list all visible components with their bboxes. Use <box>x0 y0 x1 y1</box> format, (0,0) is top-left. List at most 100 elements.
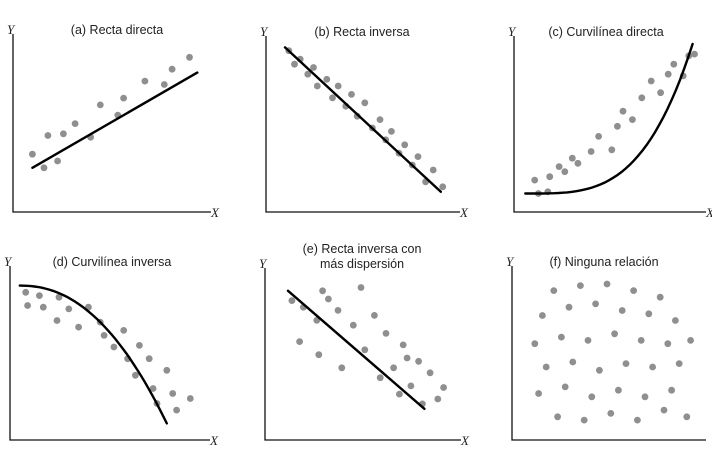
chart-title-c: (c) Curvilínea directa <box>548 25 663 39</box>
data-point-e-12 <box>390 364 397 372</box>
data-point-d-13 <box>120 327 128 334</box>
data-point-e-14 <box>407 382 415 390</box>
data-point-f-34 <box>634 416 641 424</box>
y-axis-label-b: Y <box>260 24 269 39</box>
trend-line-c <box>524 42 694 195</box>
data-point-f-31 <box>554 413 561 421</box>
data-point-d-23 <box>186 395 194 402</box>
y-axis-label-e: Y <box>259 256 268 271</box>
x-axis-label-e: X <box>460 433 470 448</box>
data-point-c-15 <box>638 94 646 102</box>
data-point-b-17 <box>388 127 395 135</box>
data-point-b-15 <box>376 116 384 123</box>
chart-panel-c: (c) Curvilínea directa Y X <box>508 24 712 220</box>
data-point-f-29 <box>641 393 649 401</box>
data-point-e-8 <box>357 284 365 291</box>
data-point-c-4 <box>546 173 554 181</box>
data-point-c-9 <box>587 148 595 155</box>
data-point-d-18 <box>149 385 157 392</box>
data-point-f-22 <box>622 360 630 367</box>
trend-line-d <box>18 284 168 425</box>
data-point-f-12 <box>531 340 539 348</box>
data-point-e-7 <box>349 321 357 329</box>
data-point-f-35 <box>660 406 668 414</box>
data-point-d-16 <box>136 342 143 349</box>
chart-panel-d: (d) Curvilínea inversa Y X <box>4 254 219 448</box>
data-point-a-4 <box>54 157 61 165</box>
data-point-b-19 <box>401 141 409 149</box>
data-point-f-2 <box>577 282 584 289</box>
data-point-d-15 <box>132 371 139 379</box>
data-point-f-28 <box>615 386 622 394</box>
data-point-b-5 <box>310 64 317 71</box>
data-point-d-20 <box>163 366 171 374</box>
data-point-f-7 <box>565 303 573 311</box>
data-point-f-25 <box>535 390 542 397</box>
data-point-b-8 <box>329 94 336 102</box>
data-point-f-6 <box>539 312 546 319</box>
data-point-d-4 <box>39 303 47 311</box>
data-point-f-10 <box>645 310 653 318</box>
data-point-d-8 <box>75 323 82 331</box>
y-axis-label-f: Y <box>506 254 515 269</box>
data-point-f-15 <box>611 330 618 338</box>
data-point-b-6 <box>313 82 321 90</box>
data-point-f-20 <box>569 358 577 366</box>
data-point-c-17 <box>657 89 664 97</box>
data-point-c-16 <box>647 77 655 85</box>
axes-b <box>265 36 460 213</box>
data-point-b-9 <box>334 82 342 90</box>
trend-line-a <box>31 71 199 169</box>
y-axis-label-c: Y <box>508 24 517 39</box>
data-point-d-17 <box>145 355 153 363</box>
chart-title-d: (d) Curvilínea inversa <box>53 255 172 269</box>
data-point-d-2 <box>24 302 31 309</box>
y-axis-label-a: Y <box>7 22 16 37</box>
data-point-d-3 <box>36 292 43 299</box>
data-point-d-21 <box>169 390 177 397</box>
data-point-f-4 <box>630 287 637 294</box>
data-point-f-18 <box>687 337 694 344</box>
data-point-a-6 <box>71 120 79 127</box>
data-point-b-13 <box>361 99 369 107</box>
trend-line-b <box>283 46 442 193</box>
data-point-f-36 <box>683 413 691 421</box>
axes-d <box>9 266 210 441</box>
data-point-c-14 <box>629 116 636 123</box>
data-point-e-16 <box>426 369 434 377</box>
data-point-b-4 <box>304 70 312 78</box>
data-point-c-5 <box>555 163 563 171</box>
data-point-c-8 <box>574 159 582 167</box>
chart-title-a: (a) Recta directa <box>71 23 163 37</box>
data-point-f-13 <box>558 333 565 341</box>
data-point-e-17 <box>434 395 442 403</box>
x-axis-label-c: X <box>705 205 712 220</box>
data-point-b-24 <box>439 183 447 191</box>
data-point-c-12 <box>614 122 621 130</box>
data-point-d-6 <box>55 293 63 301</box>
data-point-b-11 <box>348 91 355 98</box>
data-point-f-27 <box>588 393 596 401</box>
data-point-a-10 <box>120 94 127 102</box>
data-point-a-1 <box>29 150 36 158</box>
data-point-a-5 <box>60 130 67 138</box>
chart-title-f: (f) Ninguna relación <box>549 255 658 269</box>
data-point-f-11 <box>672 317 679 324</box>
data-point-b-23 <box>429 166 437 174</box>
data-point-c-18 <box>664 70 672 78</box>
data-point-c-7 <box>568 154 576 162</box>
data-point-d-12 <box>110 343 118 351</box>
data-point-a-8 <box>96 101 104 109</box>
data-point-f-17 <box>664 340 672 348</box>
data-point-f-23 <box>649 363 656 371</box>
chart-title-e-line-2: más dispersión <box>320 257 404 271</box>
chart-title-e-line-1: (e) Recta inversa con <box>303 242 422 256</box>
data-point-f-8 <box>592 300 599 308</box>
data-point-d-1 <box>22 288 30 296</box>
data-point-f-32 <box>580 416 588 424</box>
data-point-b-7 <box>323 75 331 83</box>
data-point-c-10 <box>595 133 602 140</box>
data-point-e-23 <box>396 390 403 398</box>
